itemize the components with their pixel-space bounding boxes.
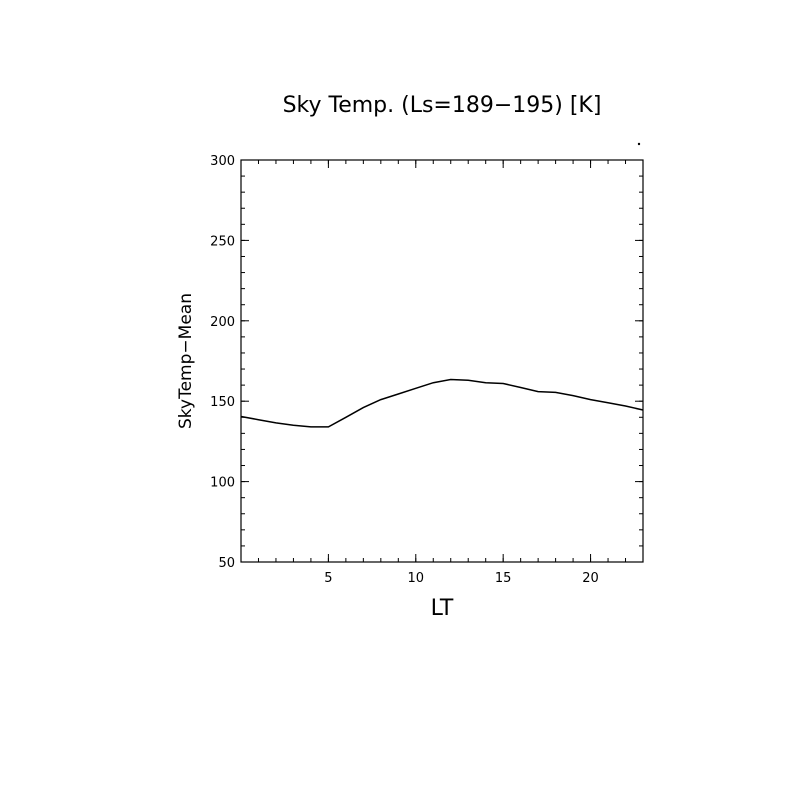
y-axis-label: SkyTemp−Mean [176,293,196,429]
plot-frame [240,159,644,563]
series-line [240,378,644,428]
x-tick-label: 5 [324,571,332,586]
x-tick-label: 10 [408,571,425,586]
tick-labels: 50 100 150 200 250 300 5 10 15 20 [210,154,599,586]
y-tick-label: 100 [210,476,235,491]
x-tick-label: 15 [495,571,512,586]
y-tick-label: 300 [210,154,235,169]
chart-title: Sky Temp. (Ls=189−195) [K] [283,93,602,118]
ticks-layer [241,159,643,563]
y-tick-label: 150 [210,395,235,410]
corner-dot [637,142,641,146]
x-tick-label: 20 [582,571,599,586]
x-axis-label: LT [431,596,454,621]
y-tick-label: 250 [210,234,235,249]
y-tick-label: 50 [218,556,235,571]
y-tick-label: 200 [210,315,235,330]
